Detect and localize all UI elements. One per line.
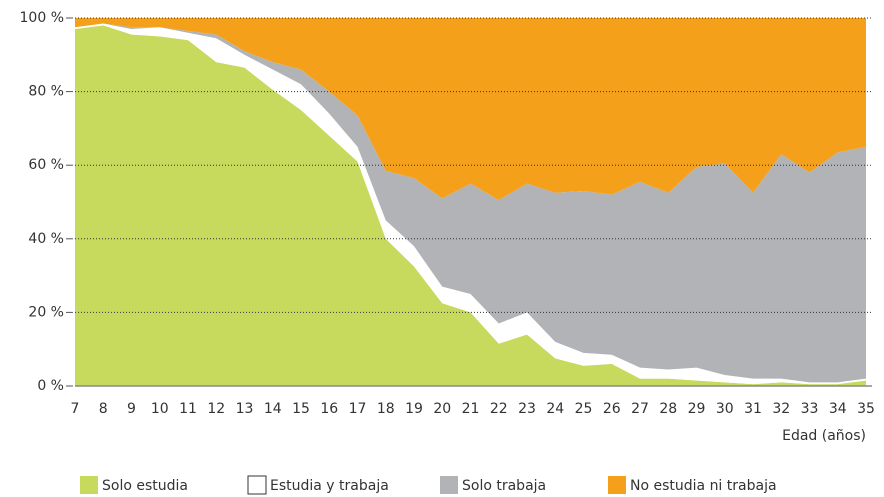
x-tick-label: 28 [659,401,677,417]
x-tick-label: 14 [264,401,282,417]
legend-label: Estudia y trabaja [270,478,389,494]
area [75,23,866,383]
x-tick-label: 9 [127,401,136,417]
x-tick-label: 27 [631,401,649,417]
y-tick-label: 80 % [28,84,64,100]
x-tick-label: 18 [377,401,395,417]
x-tick-label: 29 [688,401,706,417]
y-tick-label: 0 % [37,378,64,394]
legend-label: Solo trabaja [462,478,546,494]
x-tick-label: 35 [857,401,875,417]
legend-swatch [247,475,267,495]
area [75,23,866,385]
x-tick-label: 22 [490,401,508,417]
legend-swatch [80,476,98,494]
y-tick-label: 100 % [20,10,64,26]
x-tick-label: 15 [292,401,310,417]
x-tick-label: 10 [151,401,169,417]
x-tick-label: 24 [546,401,564,417]
x-tick-label: 31 [744,401,762,417]
x-tick-label: 8 [99,401,108,417]
x-tick-label: 26 [603,401,621,417]
legend-swatch [608,476,626,494]
legend-label: No estudia ni trabaja [630,478,777,494]
legend-label: Solo estudia [102,478,188,494]
x-tick-label: 30 [716,401,734,417]
x-tick-label: 7 [71,401,80,417]
area [75,25,866,387]
x-tick-label: 11 [179,401,197,417]
x-tick-label: 32 [772,401,790,417]
x-tick-label: 13 [236,401,254,417]
x-tick-label: 25 [575,401,593,417]
area [75,18,866,201]
x-axis-label: Edad (años) [782,428,866,444]
y-tick-label: 40 % [28,231,64,247]
y-tick-label: 20 % [28,304,64,320]
x-tick-label: 17 [349,401,367,417]
legend-swatch [440,476,458,494]
x-tick-label: 33 [801,401,819,417]
x-tick-label: 21 [462,401,480,417]
x-tick-label: 19 [405,401,423,417]
x-tick-label: 20 [433,401,451,417]
y-tick-label: 60 % [28,157,64,173]
x-tick-label: 12 [207,401,225,417]
x-tick-label: 16 [320,401,338,417]
x-tick-label: 23 [518,401,536,417]
x-tick-label: 34 [829,401,847,417]
